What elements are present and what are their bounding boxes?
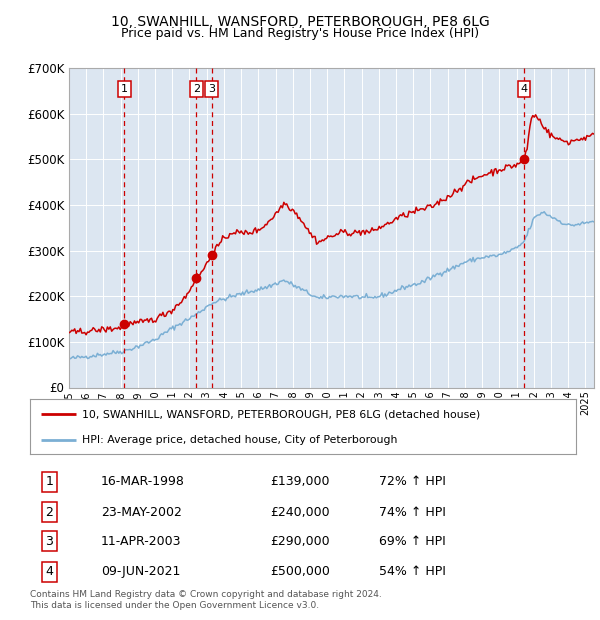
Text: 74% ↑ HPI: 74% ↑ HPI <box>379 506 446 519</box>
Text: 11-APR-2003: 11-APR-2003 <box>101 535 181 548</box>
Text: 4: 4 <box>521 84 527 94</box>
Text: £290,000: £290,000 <box>270 535 330 548</box>
Text: £240,000: £240,000 <box>270 506 330 519</box>
Text: 69% ↑ HPI: 69% ↑ HPI <box>379 535 446 548</box>
Text: 72% ↑ HPI: 72% ↑ HPI <box>379 475 446 488</box>
Text: 4: 4 <box>45 565 53 578</box>
Text: 10, SWANHILL, WANSFORD, PETERBOROUGH, PE8 6LG: 10, SWANHILL, WANSFORD, PETERBOROUGH, PE… <box>110 16 490 30</box>
Text: 09-JUN-2021: 09-JUN-2021 <box>101 565 181 578</box>
Text: 3: 3 <box>45 535 53 548</box>
Text: 54% ↑ HPI: 54% ↑ HPI <box>379 565 446 578</box>
Text: Price paid vs. HM Land Registry's House Price Index (HPI): Price paid vs. HM Land Registry's House … <box>121 27 479 40</box>
Text: 1: 1 <box>45 475 53 488</box>
Text: 23-MAY-2002: 23-MAY-2002 <box>101 506 182 519</box>
Text: £139,000: £139,000 <box>270 475 330 488</box>
Text: 3: 3 <box>208 84 215 94</box>
Text: This data is licensed under the Open Government Licence v3.0.: This data is licensed under the Open Gov… <box>30 601 319 611</box>
Text: 2: 2 <box>193 84 200 94</box>
Text: Contains HM Land Registry data © Crown copyright and database right 2024.: Contains HM Land Registry data © Crown c… <box>30 590 382 600</box>
Text: HPI: Average price, detached house, City of Peterborough: HPI: Average price, detached house, City… <box>82 435 397 445</box>
Text: 2: 2 <box>45 506 53 519</box>
Text: 1: 1 <box>121 84 128 94</box>
Text: £500,000: £500,000 <box>270 565 330 578</box>
Text: 16-MAR-1998: 16-MAR-1998 <box>101 475 185 488</box>
Text: 10, SWANHILL, WANSFORD, PETERBOROUGH, PE8 6LG (detached house): 10, SWANHILL, WANSFORD, PETERBOROUGH, PE… <box>82 409 480 419</box>
